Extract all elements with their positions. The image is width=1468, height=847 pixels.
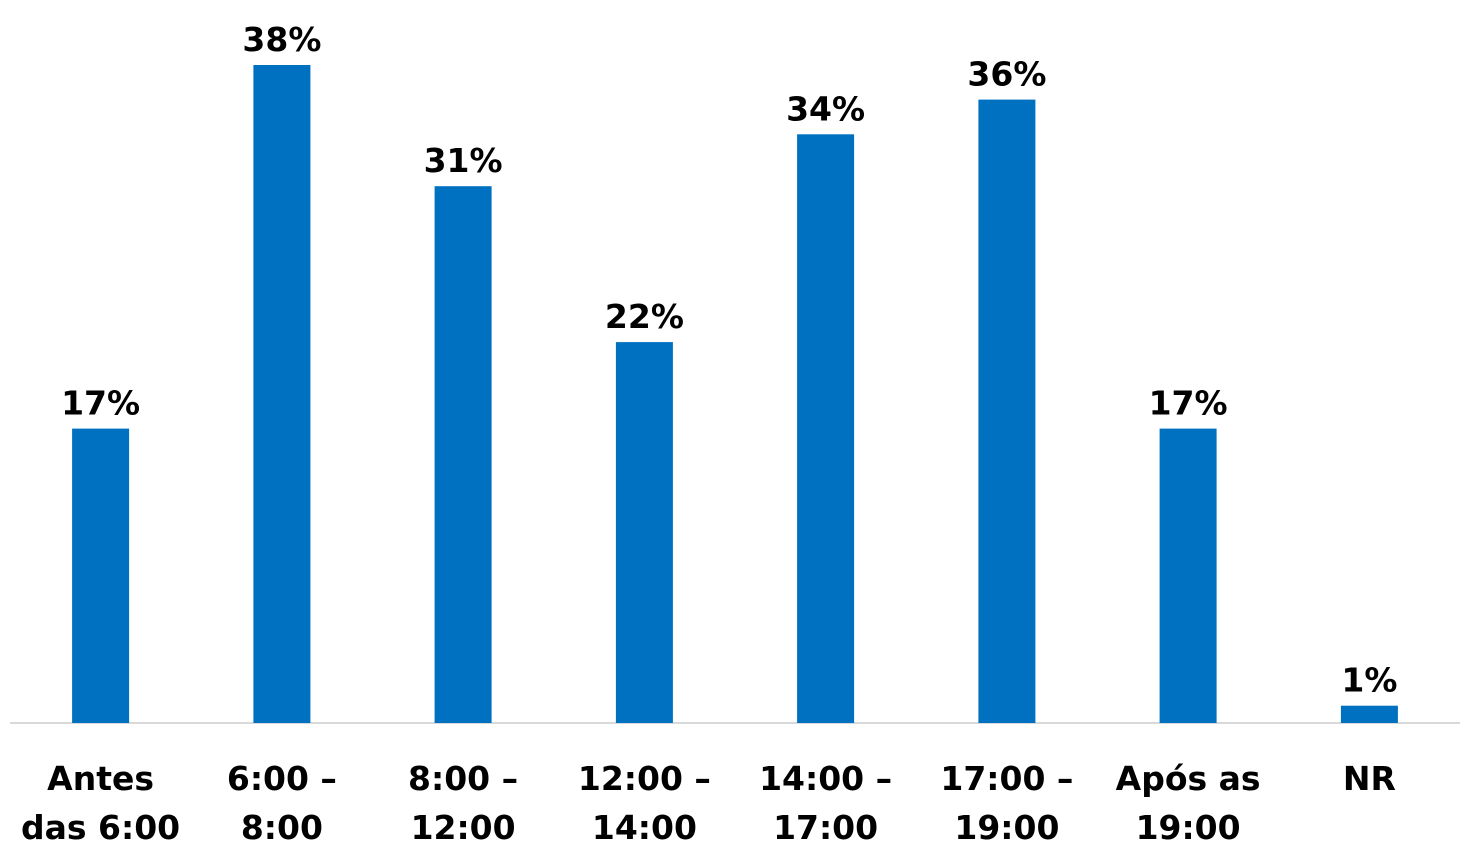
bar [253,65,311,723]
x-tick-label-line: 17:00 – [940,759,1073,798]
bar-value-label: 34% [786,89,865,128]
x-tick-label: Após as 19:00 [1116,759,1261,843]
x-tick-label: 8:00 – 12:00 [408,759,518,843]
bars-group [72,65,1398,724]
x-tick-label-line: Após as [1116,759,1261,798]
x-tick-label: 6:00 – 8:00 [227,759,337,843]
bar-value-label: 1% [1341,661,1397,700]
x-tick-label: 17:00 – 19:00 [940,759,1073,843]
bar-value-label: 17% [61,384,140,423]
category-labels-group: Antes das 6:00 6:00 – 8:00 8:00 – 12:00 12:00 … [21,759,1396,847]
bar [978,99,1036,724]
x-tick-label-line: 12:00 [411,808,516,843]
bar-value-label: 22% [605,297,684,336]
bar-value-label: 38% [242,20,321,59]
x-tick-label-line: 19:00 [1136,808,1241,843]
x-tick-label: Antes das 6:00 [21,759,180,843]
x-tick-label-line: 14:00 [592,808,697,843]
bar [797,134,855,724]
bar [72,428,130,723]
bar-value-label: 36% [967,55,1046,94]
bar [1340,705,1398,723]
x-tick-label-line: 8:00 [241,808,323,843]
x-tick-label-line: Antes [47,759,154,798]
bar [615,342,673,723]
x-tick-label: 12:00 – 14:00 [578,759,711,843]
bar [1159,428,1217,723]
x-tick-label: 14:00 – 17:00 [759,759,892,843]
bar [434,186,492,723]
x-tick-label-line: 17:00 [773,808,878,843]
x-tick-label-line: 14:00 – [759,759,892,798]
value-labels-group: 17% 38% 31% 22% 34% 36% 17% 1% [61,20,1397,700]
x-tick-label: NR [1343,759,1396,798]
bar-value-label: 17% [1149,384,1228,423]
x-tick-label-line: 8:00 – [408,759,518,798]
x-tick-label-line: 12:00 – [578,759,711,798]
x-tick-label-line: das 6:00 [21,808,180,843]
x-tick-label-line: 19:00 [954,808,1059,843]
x-tick-label-line: 6:00 – [227,759,337,798]
x-tick-label-line: NR [1343,759,1396,798]
bar-value-label: 31% [424,141,503,180]
